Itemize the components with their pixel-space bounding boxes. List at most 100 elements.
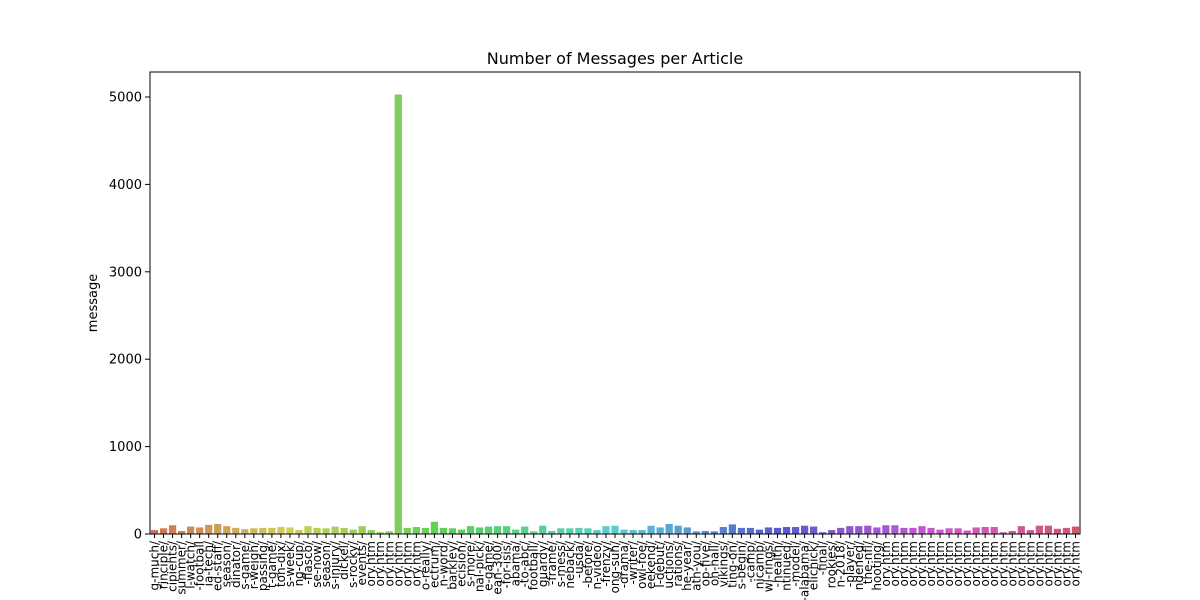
bar	[602, 526, 610, 534]
bar	[322, 528, 330, 534]
x-tick-label: ory.htm	[1014, 541, 1028, 586]
bar	[286, 527, 294, 534]
x-tick-label: -camp/	[743, 540, 757, 583]
bar	[430, 521, 439, 534]
bar	[999, 532, 1007, 534]
y-tick-label: 1000	[109, 440, 142, 455]
x-tick-label: elichick/	[807, 540, 821, 590]
x-tick-label: s-more/	[464, 540, 478, 587]
x-tick-label: abama/	[509, 540, 523, 586]
bar	[150, 530, 159, 534]
bar	[177, 530, 186, 534]
bar	[990, 527, 998, 534]
bar	[810, 526, 818, 534]
x-tick-label: ory.htm	[933, 541, 947, 586]
bar	[376, 532, 384, 534]
x-tick-label: -frame/	[545, 540, 559, 585]
bar	[855, 526, 863, 534]
x-tick-label: ory.htm	[942, 541, 956, 586]
x-tick-label: -drama/	[617, 540, 631, 588]
x-tick-label: ory.htm	[969, 541, 983, 586]
x-tick-label: se-now/	[310, 540, 324, 588]
bar	[566, 528, 574, 534]
bar	[737, 527, 746, 534]
bar	[1026, 530, 1034, 534]
bar	[972, 527, 980, 534]
x-tick-label: s-game/	[238, 540, 252, 590]
x-tick-label: -before/	[581, 540, 595, 588]
x-tick-label: ath-you/	[689, 540, 703, 591]
bar	[439, 527, 448, 534]
bar	[503, 526, 511, 534]
x-tick-label: s-begin/	[734, 540, 748, 589]
x-tick-label: -football	[193, 541, 207, 591]
x-tick-label: l-debut/	[653, 540, 667, 588]
bar	[313, 527, 321, 534]
x-tick-label: eekend/	[644, 540, 658, 589]
bar	[412, 527, 420, 534]
x-tick-label: -fiasco/	[301, 540, 315, 584]
bar	[448, 528, 457, 534]
bar	[394, 94, 402, 534]
x-tick-label: -alabama/	[798, 540, 812, 600]
bar	[457, 529, 466, 534]
x-tick-label: he-year/	[680, 540, 694, 591]
x-tick-label: -final/	[816, 540, 830, 575]
x-tick-label: t-game/	[265, 540, 279, 588]
bar	[683, 527, 691, 534]
x-tick-label: g-much/	[148, 540, 162, 590]
bar	[187, 526, 195, 534]
x-tick-label: s-mess/	[554, 540, 568, 587]
y-tick-label: 0	[134, 528, 142, 543]
bar	[484, 526, 493, 534]
bar	[728, 524, 736, 534]
x-tick-label: ong-suh/	[608, 540, 622, 593]
x-tick-label: -to-abc/	[518, 540, 532, 587]
x-tick-label: ory.htm	[906, 541, 920, 586]
bar	[340, 527, 348, 534]
bar	[331, 526, 339, 534]
bar	[421, 527, 429, 534]
x-tick-label: ory.htm	[1050, 541, 1064, 586]
bar	[385, 531, 393, 534]
bar	[782, 527, 791, 534]
x-tick-label: ecision/	[455, 540, 469, 587]
x-tick-label: ed-staff/	[211, 540, 225, 591]
x-tick-label: s-injury/	[328, 540, 342, 589]
bar	[250, 528, 258, 534]
x-tick-label: ory.htm	[1059, 541, 1073, 586]
x-tick-label: -model/	[789, 540, 803, 587]
bar	[918, 526, 926, 534]
x-tick-label: ory.htm	[924, 541, 938, 586]
x-tick-label: ory.htm	[373, 541, 387, 586]
bar	[710, 531, 718, 534]
bar	[837, 527, 845, 534]
bar	[1044, 525, 1053, 534]
y-tick-label: 5000	[109, 90, 142, 105]
x-tick-label: ntinued/	[780, 540, 794, 591]
x-tick-label: ory.htm	[400, 541, 414, 586]
x-tick-label: ory.htm	[409, 541, 423, 586]
x-tick-label: s-week/	[283, 540, 297, 587]
bar	[674, 525, 682, 534]
bar	[801, 525, 809, 534]
x-tick-label: ory.htm	[888, 541, 902, 586]
x-tick-label: e-game/	[482, 540, 496, 591]
x-tick-label: dickel/	[337, 540, 351, 580]
x-tick-label: wl-rings/	[761, 540, 775, 592]
bar	[168, 525, 177, 534]
bar	[981, 527, 989, 534]
bar	[403, 527, 411, 534]
bar	[241, 529, 249, 534]
bar	[819, 532, 827, 534]
x-tick-label: ory.htm	[382, 541, 396, 586]
bar	[214, 523, 222, 534]
plot-frame	[149, 71, 1081, 535]
x-tick-label: ory.htm	[879, 541, 893, 586]
bar	[692, 531, 700, 534]
bar	[746, 527, 755, 534]
bar	[1053, 528, 1062, 534]
bar	[764, 527, 773, 534]
bar	[629, 530, 637, 534]
bar	[466, 526, 475, 534]
